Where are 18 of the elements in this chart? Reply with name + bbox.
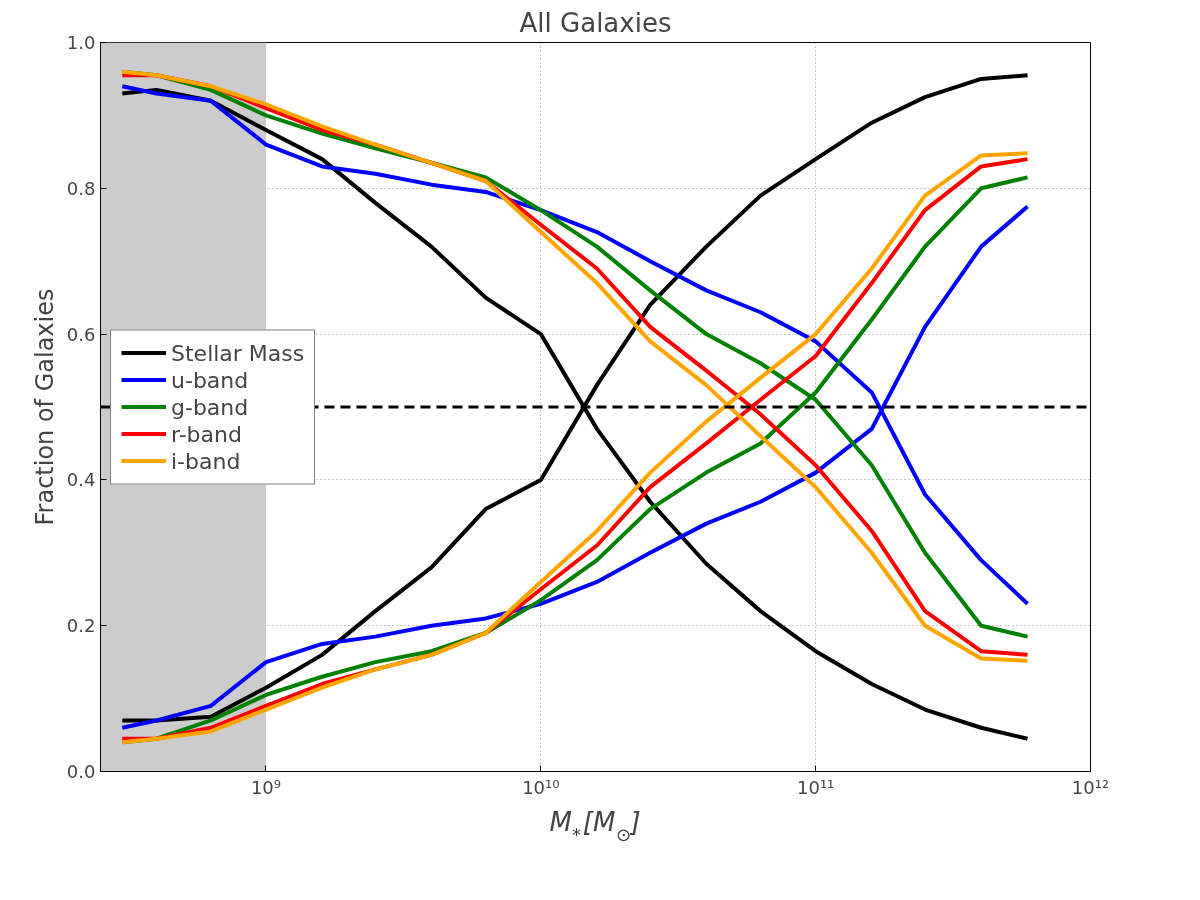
y-tick-label: 1.0 [66, 32, 96, 53]
legend-label: r-band [171, 421, 242, 446]
y-tick-label: 0.2 [66, 615, 96, 637]
y-tick-label: 0.8 [66, 177, 96, 199]
legend-label: g-band [171, 394, 249, 419]
x-axis-title: M*[M⊙] [549, 806, 641, 845]
legend-label: i-band [171, 448, 241, 473]
y-tick-label: 0.6 [66, 323, 96, 345]
legend-label: u-band [171, 367, 249, 392]
y-tick-label: 0.4 [66, 469, 96, 491]
x-tick-label: 10⁹ [250, 776, 282, 798]
x-tick-label: 10¹⁰ [522, 776, 560, 798]
legend-label: Stellar Mass [171, 340, 305, 365]
x-tick-label: 10¹¹ [796, 776, 835, 798]
y-axis-title: Fraction of Galaxies [30, 288, 59, 526]
x-tick-label: 10¹² [1071, 776, 1110, 798]
y-tick-label: 0.0 [66, 761, 96, 782]
chart-title: All Galaxies [519, 7, 672, 38]
